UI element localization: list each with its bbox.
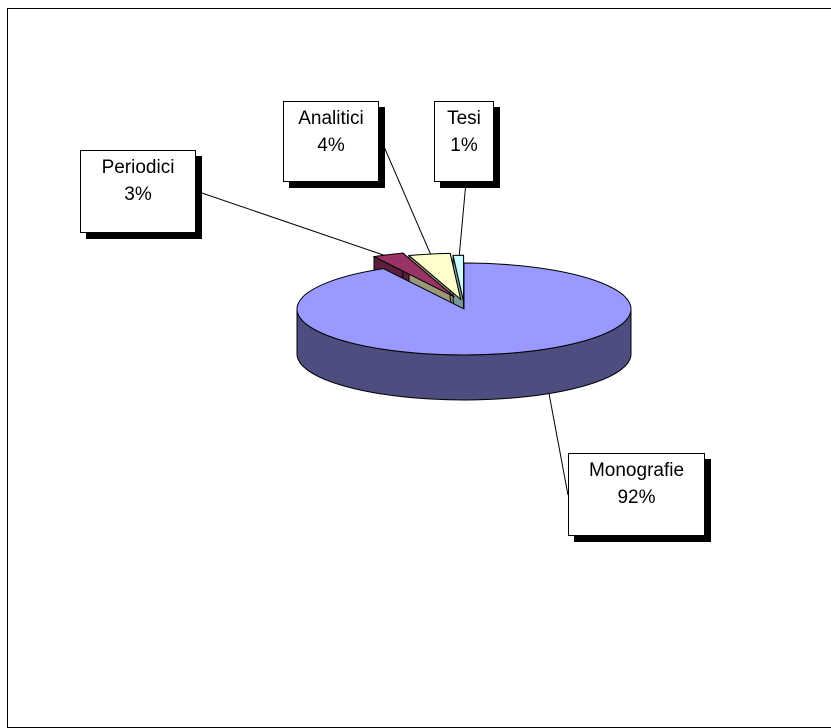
- label-tesi-name: Tesi: [447, 108, 481, 129]
- pie-slice-tesi: [452, 254, 465, 302]
- label-monografie-value: 92%: [617, 487, 656, 508]
- label-tesi: Tesi 1%: [434, 101, 494, 182]
- label-periodici-name: Periodici: [101, 157, 175, 178]
- label-periodici-value: 3%: [124, 184, 152, 205]
- label-periodici: Periodici 3%: [80, 150, 196, 233]
- pie-chart: [195, 134, 632, 496]
- pie-slices: [296, 252, 632, 401]
- leader-line-monografie: [548, 393, 569, 496]
- leader-line-periodici: [195, 190, 395, 260]
- leader-line-analitici: [378, 134, 433, 259]
- pie-slice-analitici: [407, 252, 462, 301]
- label-analitici-name: Analitici: [298, 108, 364, 129]
- label-monografie-name: Monografie: [588, 460, 685, 481]
- label-analitici-value: 4%: [317, 135, 345, 156]
- label-tesi-value: 1%: [450, 135, 478, 156]
- leader-line-tesi: [458, 181, 467, 260]
- label-monografie: Monografie 92%: [568, 453, 705, 536]
- label-analitici: Analitici 4%: [283, 101, 379, 182]
- pie-slice-monografie: [296, 262, 632, 356]
- leader-lines: [195, 134, 569, 496]
- pie-slice-periodici: [372, 252, 455, 298]
